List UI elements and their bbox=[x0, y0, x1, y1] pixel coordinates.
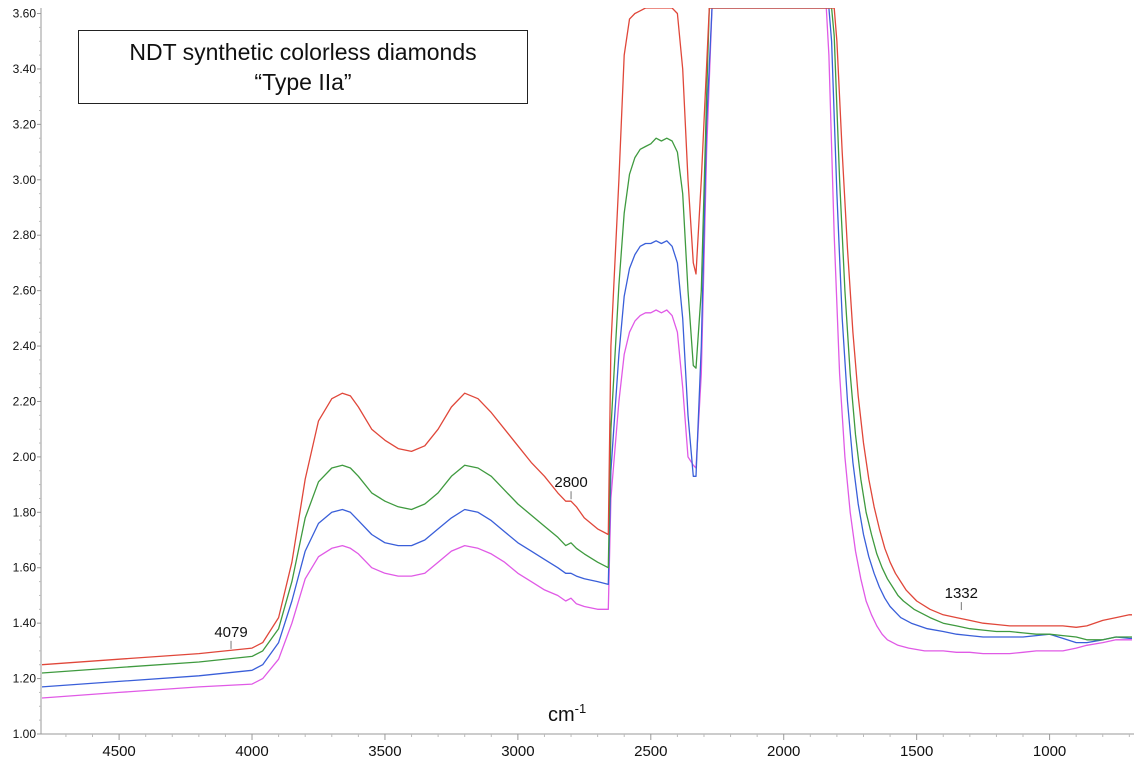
y-tick-label: 1.00 bbox=[13, 727, 37, 741]
x-tick-label: 1500 bbox=[900, 743, 933, 760]
y-tick-label: 1.20 bbox=[13, 672, 37, 686]
x-tick-label: 4000 bbox=[235, 743, 268, 760]
chart-title: NDT synthetic colorless diamonds bbox=[129, 39, 477, 65]
x-axis-title: cm-1 bbox=[548, 701, 586, 726]
x-tick-label: 3500 bbox=[368, 743, 401, 760]
x-axis-ticks: 4500 4000 3500 3000 2500 2000 1500 1000 bbox=[65, 734, 1130, 760]
x-tick-label: 4500 bbox=[102, 743, 135, 760]
y-tick-label: 1.40 bbox=[13, 616, 37, 630]
x-axis-title-unit: cm bbox=[548, 704, 575, 726]
y-tick-label: 1.80 bbox=[13, 505, 37, 519]
x-tick-label: 3000 bbox=[501, 743, 534, 760]
y-tick-label: 2.80 bbox=[13, 228, 37, 242]
series-layer bbox=[42, 8, 1132, 699]
y-tick-label: 3.40 bbox=[13, 62, 37, 76]
annotation-layer: 4079 2800 1332 bbox=[214, 474, 978, 649]
y-tick-label: 2.40 bbox=[13, 339, 37, 353]
y-tick-label: 3.20 bbox=[13, 117, 37, 131]
y-tick-label: 2.60 bbox=[13, 284, 37, 298]
x-tick-label: 2000 bbox=[767, 743, 800, 760]
peak-annotation: 4079 bbox=[214, 624, 247, 641]
y-tick-label: 3.00 bbox=[13, 173, 37, 187]
x-axis-title-exponent: -1 bbox=[575, 701, 587, 716]
chart-subtitle: “Type IIa” bbox=[254, 69, 352, 95]
y-tick-label: 1.60 bbox=[13, 561, 37, 575]
series-line-3 bbox=[42, 8, 1132, 699]
y-tick-label: 2.20 bbox=[13, 394, 37, 408]
series-line-2 bbox=[42, 8, 1132, 688]
y-tick-label: 3.60 bbox=[13, 7, 37, 21]
x-tick-label: 1000 bbox=[1033, 743, 1066, 760]
series-line-0 bbox=[42, 8, 1132, 666]
peak-annotation: 1332 bbox=[945, 585, 978, 602]
x-tick-label: 2500 bbox=[634, 743, 667, 760]
peak-annotation: 2800 bbox=[554, 474, 587, 491]
y-tick-label: 2.00 bbox=[13, 450, 37, 464]
chart-title-box: NDT synthetic colorless diamonds “Type I… bbox=[78, 30, 528, 104]
series-line-1 bbox=[42, 8, 1132, 674]
y-axis-ticks: 1.00 1.20 1.40 1.60 1.80 2.00 2.20 2.40 2.60 2.80… bbox=[13, 7, 41, 741]
